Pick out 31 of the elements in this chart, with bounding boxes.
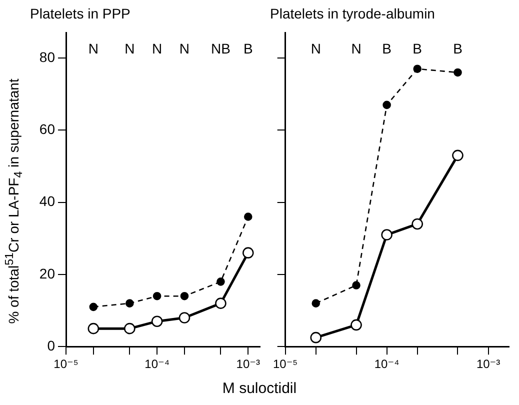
x-tick-label: 10⁻⁵ xyxy=(54,357,78,372)
annotation: N xyxy=(88,40,98,57)
y-tick-label: 60 xyxy=(39,121,56,138)
annotation: B xyxy=(382,40,392,57)
annotation: N xyxy=(152,40,162,57)
point xyxy=(382,100,391,110)
x-tick-label: 10⁻³ xyxy=(236,357,260,372)
y-tick-label: 20 xyxy=(39,265,56,282)
annotation: N xyxy=(124,40,135,57)
x-tick-label: 10⁻⁵ xyxy=(273,357,298,372)
chart-title: Platelets in tyrode-albumin xyxy=(270,5,435,22)
x-tick-label: 10⁻⁴ xyxy=(374,357,400,372)
annotation: B xyxy=(412,40,422,57)
point xyxy=(312,299,320,308)
annotation: NB xyxy=(210,40,230,57)
x-tick-label: 10⁻⁴ xyxy=(144,357,170,372)
annotation: B xyxy=(453,40,462,57)
point xyxy=(381,229,392,240)
annotation: B xyxy=(243,40,253,57)
annotation: N xyxy=(351,40,362,57)
y-tick-label: 80 xyxy=(39,48,56,65)
y-tick-label: 40 xyxy=(39,193,56,210)
annotation: N xyxy=(310,40,321,57)
point xyxy=(452,150,464,162)
point xyxy=(310,332,322,344)
chart-title: Platelets in PPP xyxy=(30,5,130,22)
x-axis-title: M suloctidil xyxy=(221,380,298,397)
annotation: N xyxy=(179,40,190,57)
y-tick-label: 0 xyxy=(47,337,56,354)
x-tick-label: 10⁻³ xyxy=(476,357,500,372)
point xyxy=(454,68,462,77)
